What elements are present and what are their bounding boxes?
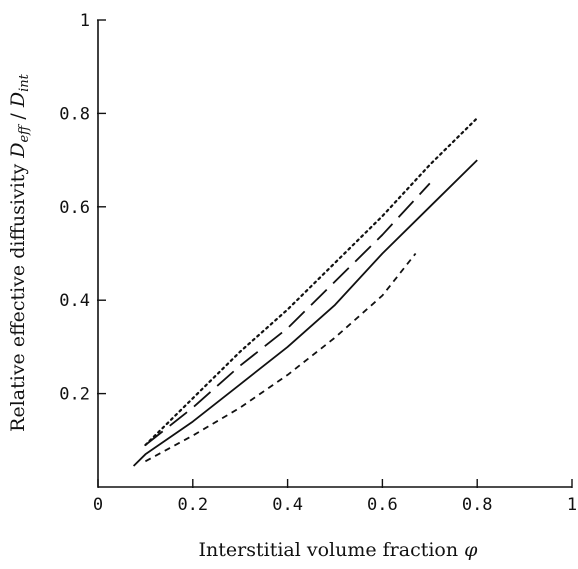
y-tick-label: 0.4 [59,291,90,311]
y-axis-label: Relative effective diffusivity Deff / Di… [7,73,32,431]
series-line-solid [132,159,478,467]
x-tick-label: 0.6 [367,495,398,515]
x-axis-label: Interstitial volume fraction φ [199,539,479,561]
series-line-short-dashed [144,252,417,463]
series-line-long-dashed [144,182,431,446]
x-tick-label: 0.4 [272,495,303,515]
series-line-dotted [144,116,479,447]
x-tick-label: 0.8 [462,495,493,515]
x-tick-label: 1 [567,495,577,515]
svg-text:Relative effective diffusivity: Relative effective diffusivity Deff / Di… [7,73,32,431]
series-group [132,116,479,467]
ticks: 0 0.2 0.4 0.6 0.8 1 0.2 0.4 0.6 0.8 1 [59,11,577,515]
x-tick-label: 0.2 [177,495,208,515]
x-tick-label: 0 [93,495,103,515]
y-tick-label: 1 [80,11,90,31]
y-tick-label: 0.6 [59,198,90,218]
y-tick-label: 0.8 [59,104,90,124]
y-tick-label: 0.2 [59,385,90,405]
axes [97,20,572,488]
